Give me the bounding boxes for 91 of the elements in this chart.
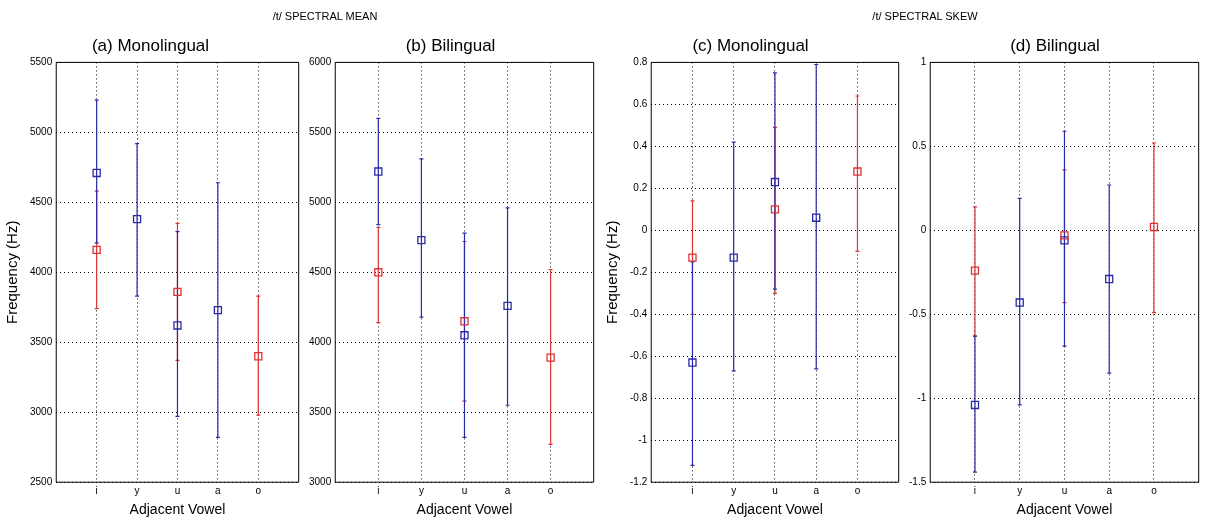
x-tick-label: a <box>813 484 820 496</box>
point <box>688 358 697 367</box>
x-tick-label: a <box>504 484 511 496</box>
point <box>853 167 862 176</box>
y-tick-label: -1.2 <box>630 475 648 487</box>
chart-title: (d) Bilingual <box>1010 35 1100 55</box>
x-tick-label: u <box>461 484 468 496</box>
x-axis-title: Adjacent Vowel <box>1016 501 1113 518</box>
y-tick-label: -0.2 <box>630 266 648 278</box>
x-tick-label: o <box>854 484 861 496</box>
y-tick-label: 0.2 <box>633 182 648 194</box>
y-tick-label: 0.6 <box>633 98 648 110</box>
x-tick-label: y <box>134 484 140 496</box>
point <box>173 321 182 330</box>
y-tick-label: 5500 <box>30 56 53 68</box>
x-tick-label: o <box>255 484 262 496</box>
point <box>688 253 697 262</box>
y-tick-label: 4000 <box>309 336 332 348</box>
x-tick-label: i <box>377 484 380 496</box>
point <box>1105 274 1114 284</box>
x-tick-label: o <box>547 484 554 496</box>
point <box>546 353 555 362</box>
y-tick-label: 1 <box>920 56 927 68</box>
y-tick-label: 0.4 <box>633 140 648 152</box>
x-axis-title: Adjacent Vowel <box>129 501 226 518</box>
y-tick-label: 5500 <box>309 126 332 138</box>
y-tick-label: 5000 <box>30 126 53 138</box>
chart-title: (a) Monolingual <box>91 35 210 55</box>
x-tick-label: y <box>418 484 424 496</box>
y-tick-label: 4500 <box>309 266 332 278</box>
y-tick-label: 4000 <box>30 266 53 278</box>
y-tick-label: -1 <box>638 433 648 445</box>
y-axis-title: Frequency (Hz) <box>603 220 621 324</box>
point <box>173 287 182 297</box>
point <box>132 214 142 224</box>
point <box>1060 231 1069 240</box>
chart-title: (b) Bilingual <box>405 35 496 55</box>
x-axis-title: Adjacent Vowel <box>727 501 823 518</box>
y-tick-label: 0 <box>641 224 648 236</box>
point <box>460 317 469 326</box>
x-axis-title: Adjacent Vowel <box>416 501 513 518</box>
text: /t/ SPECTRAL MEAN <box>271 10 379 22</box>
point <box>254 352 263 361</box>
y-tick-label: -0.4 <box>630 308 648 320</box>
y-tick-label: 3500 <box>309 405 332 417</box>
x-tick-label: i <box>95 484 98 496</box>
point <box>770 177 780 187</box>
point <box>460 331 469 340</box>
y-tick-label: 0.5 <box>912 140 927 152</box>
point <box>92 245 101 255</box>
chart-title: (c) Monolingual <box>692 35 809 55</box>
y-axis-title: Frequency (Hz) <box>3 220 21 324</box>
x-tick-label: i <box>973 484 977 496</box>
y-tick-label: -1 <box>917 391 927 403</box>
y-tick-label: -0.8 <box>630 391 648 403</box>
y-tick-label: 4500 <box>30 196 53 208</box>
point <box>970 400 980 410</box>
point <box>213 305 223 315</box>
y-tick-label: 6000 <box>309 56 332 68</box>
x-tick-label: i <box>691 484 694 496</box>
x-tick-label: u <box>772 484 778 496</box>
x-tick-label: o <box>1151 484 1158 496</box>
y-tick-label: 2500 <box>30 475 53 487</box>
x-tick-label: y <box>731 484 737 496</box>
y-tick-label: 0 <box>920 224 927 236</box>
point <box>1149 222 1159 232</box>
x-tick-label: u <box>1061 484 1068 496</box>
point <box>417 235 426 245</box>
point <box>374 167 383 176</box>
x-tick-label: u <box>174 484 181 496</box>
y-tick-label: 3000 <box>30 405 53 417</box>
x-tick-label: a <box>1106 484 1113 496</box>
point <box>970 266 980 275</box>
y-tick-label: -0.5 <box>909 308 927 320</box>
point <box>812 213 821 222</box>
point <box>1060 236 1069 245</box>
y-tick-label: 3500 <box>30 336 53 348</box>
point <box>1015 298 1024 307</box>
x-tick-label: y <box>1017 484 1023 496</box>
point <box>770 205 780 214</box>
point <box>503 301 512 311</box>
y-tick-label: 5000 <box>309 196 332 208</box>
y-tick-label: -1.5 <box>909 475 927 487</box>
y-tick-label: 3000 <box>309 475 332 487</box>
point <box>92 168 101 178</box>
y-tick-label: 0.8 <box>633 56 648 68</box>
x-tick-label: a <box>215 484 222 496</box>
text: /t/ SPECTRAL SKEW <box>871 10 979 22</box>
point <box>729 253 738 262</box>
y-tick-label: -0.6 <box>630 350 648 362</box>
point <box>374 268 383 277</box>
